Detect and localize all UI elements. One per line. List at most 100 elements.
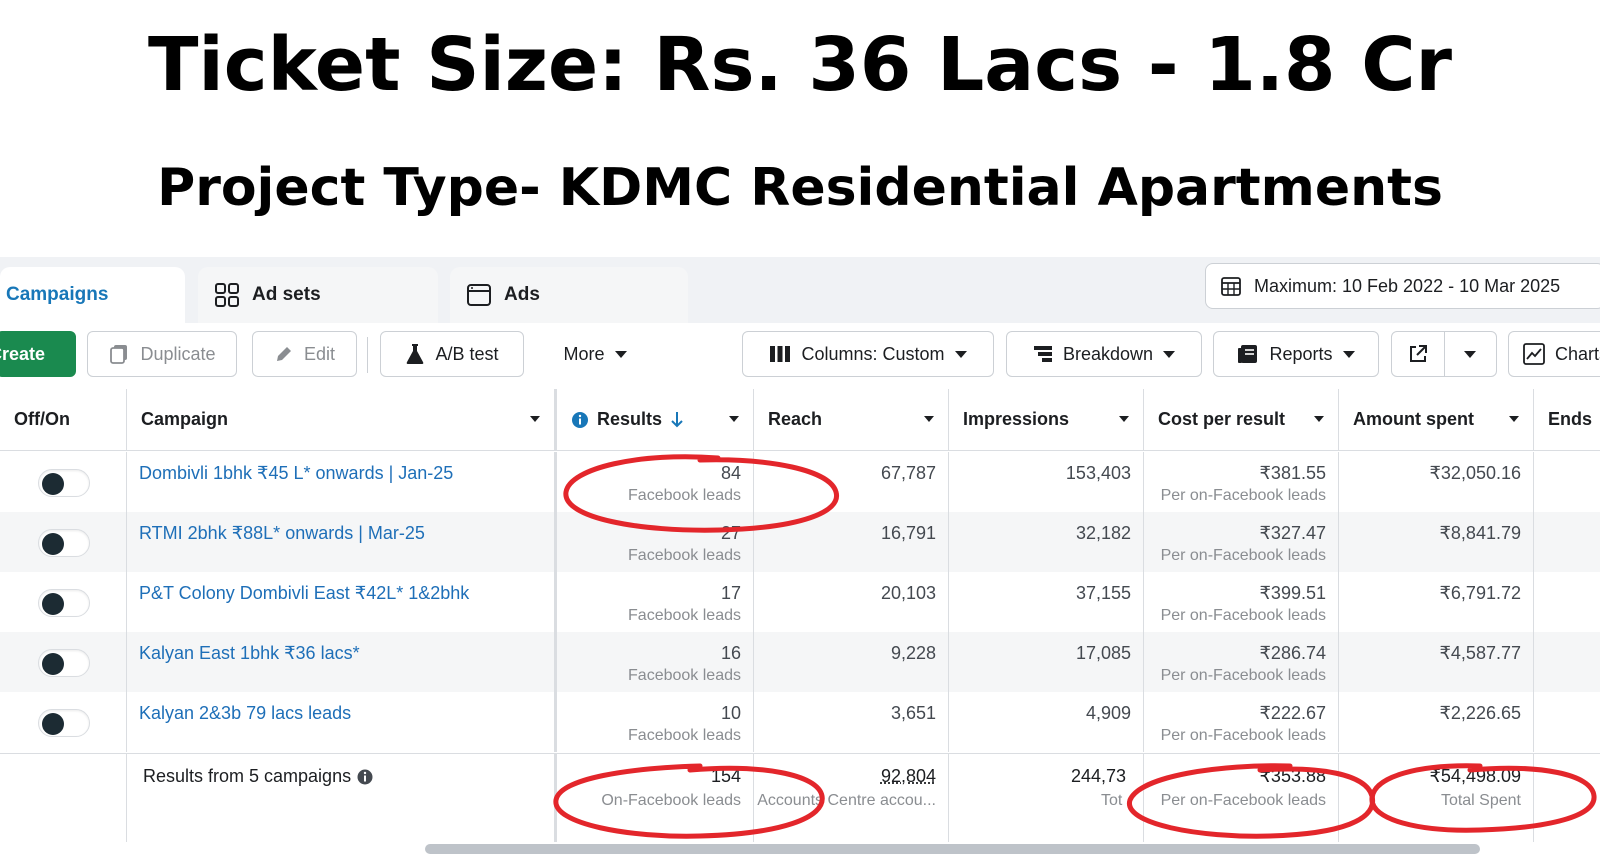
export-dropdown[interactable]: [1445, 332, 1497, 376]
table-row[interactable]: RTMI 2bhk ₹88L* onwards | Mar-25 27 Facebo…: [0, 512, 1600, 572]
tab-campaigns-label: Campaigns: [6, 284, 109, 305]
results-cell: 84 Facebook leads: [557, 452, 754, 512]
duplicate-button[interactable]: Duplicate: [87, 331, 237, 377]
cost-per-result-cell: ₹399.51 Per on-Facebook leads: [1144, 572, 1339, 632]
campaign-on-off-toggle[interactable]: [38, 649, 90, 677]
ads-window-icon: [466, 282, 492, 308]
impressions-cell: 32,182: [949, 512, 1144, 572]
column-header-ends-label: Ends: [1548, 409, 1593, 429]
table-row[interactable]: P&T Colony Dombivli East ₹42L* 1&2bhk 17 F…: [0, 572, 1600, 632]
column-header-off-on[interactable]: Off/On: [0, 389, 127, 451]
tab-ads[interactable]: Ads: [450, 267, 688, 323]
summary-reach-sub: Accounts Centre accou...: [757, 792, 936, 809]
chevron-down-icon: [729, 416, 739, 422]
column-header-cost-per-result[interactable]: Cost per result: [1144, 389, 1339, 451]
campaign-name-link[interactable]: Kalyan East 1bhk ₹36 lacs*: [139, 643, 360, 663]
columns-dropdown-label: Columns: Custom: [801, 343, 945, 364]
horizontal-scrollbar[interactable]: [425, 844, 1480, 854]
tab-campaigns[interactable]: Campaigns: [0, 267, 185, 323]
summary-label-text: Results from 5 campaigns: [143, 766, 352, 786]
amount-spent-cell: ₹4,587.77: [1339, 632, 1534, 692]
column-header-amount-spent[interactable]: Amount spent: [1339, 389, 1534, 451]
reports-icon: [1238, 345, 1258, 363]
column-header-impressions-label: Impressions: [963, 409, 1070, 429]
cost-per-result-value: ₹222.67: [1259, 703, 1326, 723]
toolbar: Create Duplicate Edit A/B test More Colu…: [0, 323, 1600, 389]
amount-spent-cell: ₹32,050.16: [1339, 452, 1534, 512]
campaign-name-cell: Dombivli 1bhk ₹45 L* onwards | Jan-25: [127, 452, 557, 512]
column-header-reach[interactable]: Reach: [754, 389, 949, 451]
pencil-icon: [276, 347, 291, 361]
campaign-on-off-toggle[interactable]: [38, 709, 90, 737]
summary-spent-value: ₹54,498.09: [1429, 766, 1521, 786]
toggle-cell: [0, 512, 127, 572]
campaign-name-link[interactable]: P&T Colony Dombivli East ₹42L* 1&2bhk: [139, 583, 470, 603]
campaign-on-off-toggle[interactable]: [38, 529, 90, 557]
date-range-picker[interactable]: Maximum: 10 Feb 2022 - 10 Mar 2025: [1205, 263, 1600, 309]
line-chart-icon: [1523, 343, 1545, 365]
create-button-label: Create: [0, 343, 46, 364]
cost-per-result-value: ₹399.51: [1259, 583, 1326, 603]
info-icon: [572, 411, 588, 428]
cost-per-result-cell: ₹286.74 Per on-Facebook leads: [1144, 632, 1339, 692]
amount-spent-value: ₹6,791.72: [1439, 583, 1521, 603]
cost-per-result-cell: ₹327.47 Per on-Facebook leads: [1144, 512, 1339, 572]
chevron-down-icon: [1509, 416, 1519, 422]
summary-results-value: 154: [710, 766, 741, 786]
reach-value: 3,651: [890, 703, 936, 723]
chevron-down-icon: [530, 416, 540, 422]
reach-cell: 3,651: [754, 692, 949, 752]
column-header-impressions[interactable]: Impressions: [949, 389, 1144, 451]
impressions-cell: 153,403: [949, 452, 1144, 512]
headline: Ticket Size: Rs. 36 Lacs - 1.8 Cr: [147, 22, 1453, 108]
external-link-icon: [1409, 345, 1427, 362]
summary-label-cell: Results from 5 campaigns: [127, 754, 557, 842]
more-dropdown[interactable]: More: [540, 331, 650, 377]
table-row[interactable]: Dombivli 1bhk ₹45 L* onwards | Jan-25 84 F…: [0, 452, 1600, 512]
campaign-name-link[interactable]: Dombivli 1bhk ₹45 L* onwards | Jan-25: [139, 463, 454, 483]
edit-button[interactable]: Edit: [252, 331, 357, 377]
impressions-cell: 17,085: [949, 632, 1144, 692]
chevron-down-icon: [614, 350, 627, 358]
charts-button[interactable]: Charts: [1508, 331, 1600, 377]
chevron-down-icon: [1342, 350, 1355, 358]
chevron-down-icon: [924, 416, 934, 422]
table-row[interactable]: Kalyan 2&3b 79 lacs leads 10 Facebook lead…: [0, 692, 1600, 752]
info-icon[interactable]: [357, 769, 373, 785]
results-cell: 16 Facebook leads: [557, 632, 754, 692]
export-button[interactable]: [1392, 332, 1445, 376]
toggle-knob: [42, 533, 64, 555]
ab-test-button-label: A/B test: [435, 343, 499, 364]
ab-test-button[interactable]: A/B test: [380, 331, 524, 377]
campaign-name-cell: Kalyan 2&3b 79 lacs leads: [127, 692, 557, 752]
results-type: Facebook leads: [628, 487, 741, 504]
reports-dropdown[interactable]: Reports: [1213, 331, 1379, 377]
create-button[interactable]: Create: [0, 331, 76, 377]
breakdown-dropdown[interactable]: Breakdown: [1006, 331, 1202, 377]
tab-ad-sets[interactable]: Ad sets: [198, 267, 438, 323]
date-range-label: Maximum: 10 Feb 2022 - 10 Mar 2025: [1254, 275, 1561, 296]
results-value: 10: [720, 703, 741, 723]
amount-spent-value: ₹2,226.65: [1439, 703, 1521, 723]
subheadline: Project Type- KDMC Residential Apartment…: [157, 158, 1443, 218]
campaign-name-cell: P&T Colony Dombivli East ₹42L* 1&2bhk: [127, 572, 557, 632]
column-header-results[interactable]: Results: [557, 389, 754, 451]
cost-per-result-type: Per on-Facebook leads: [1160, 547, 1326, 564]
column-header-ends[interactable]: Ends: [1534, 389, 1600, 451]
columns-dropdown[interactable]: Columns: Custom: [742, 331, 994, 377]
amount-spent-cell: ₹8,841.79: [1339, 512, 1534, 572]
chevron-down-icon: [1163, 350, 1176, 358]
campaign-name-link[interactable]: Kalyan 2&3b 79 lacs leads: [139, 703, 352, 723]
table-row[interactable]: Kalyan East 1bhk ₹36 lacs* 16 Facebook lea…: [0, 632, 1600, 692]
export-button-group: [1391, 331, 1497, 377]
campaign-on-off-toggle[interactable]: [38, 469, 90, 497]
results-value: 27: [720, 523, 741, 543]
column-header-results-label: Results: [597, 409, 663, 429]
cost-per-result-type: Per on-Facebook leads: [1160, 667, 1326, 684]
column-header-campaign[interactable]: Campaign: [127, 389, 557, 451]
toggle-knob: [42, 473, 64, 495]
toggle-cell: [0, 632, 127, 692]
results-value: 16: [720, 643, 741, 663]
campaign-name-link[interactable]: RTMI 2bhk ₹88L* onwards | Mar-25: [139, 523, 425, 543]
campaign-on-off-toggle[interactable]: [38, 589, 90, 617]
